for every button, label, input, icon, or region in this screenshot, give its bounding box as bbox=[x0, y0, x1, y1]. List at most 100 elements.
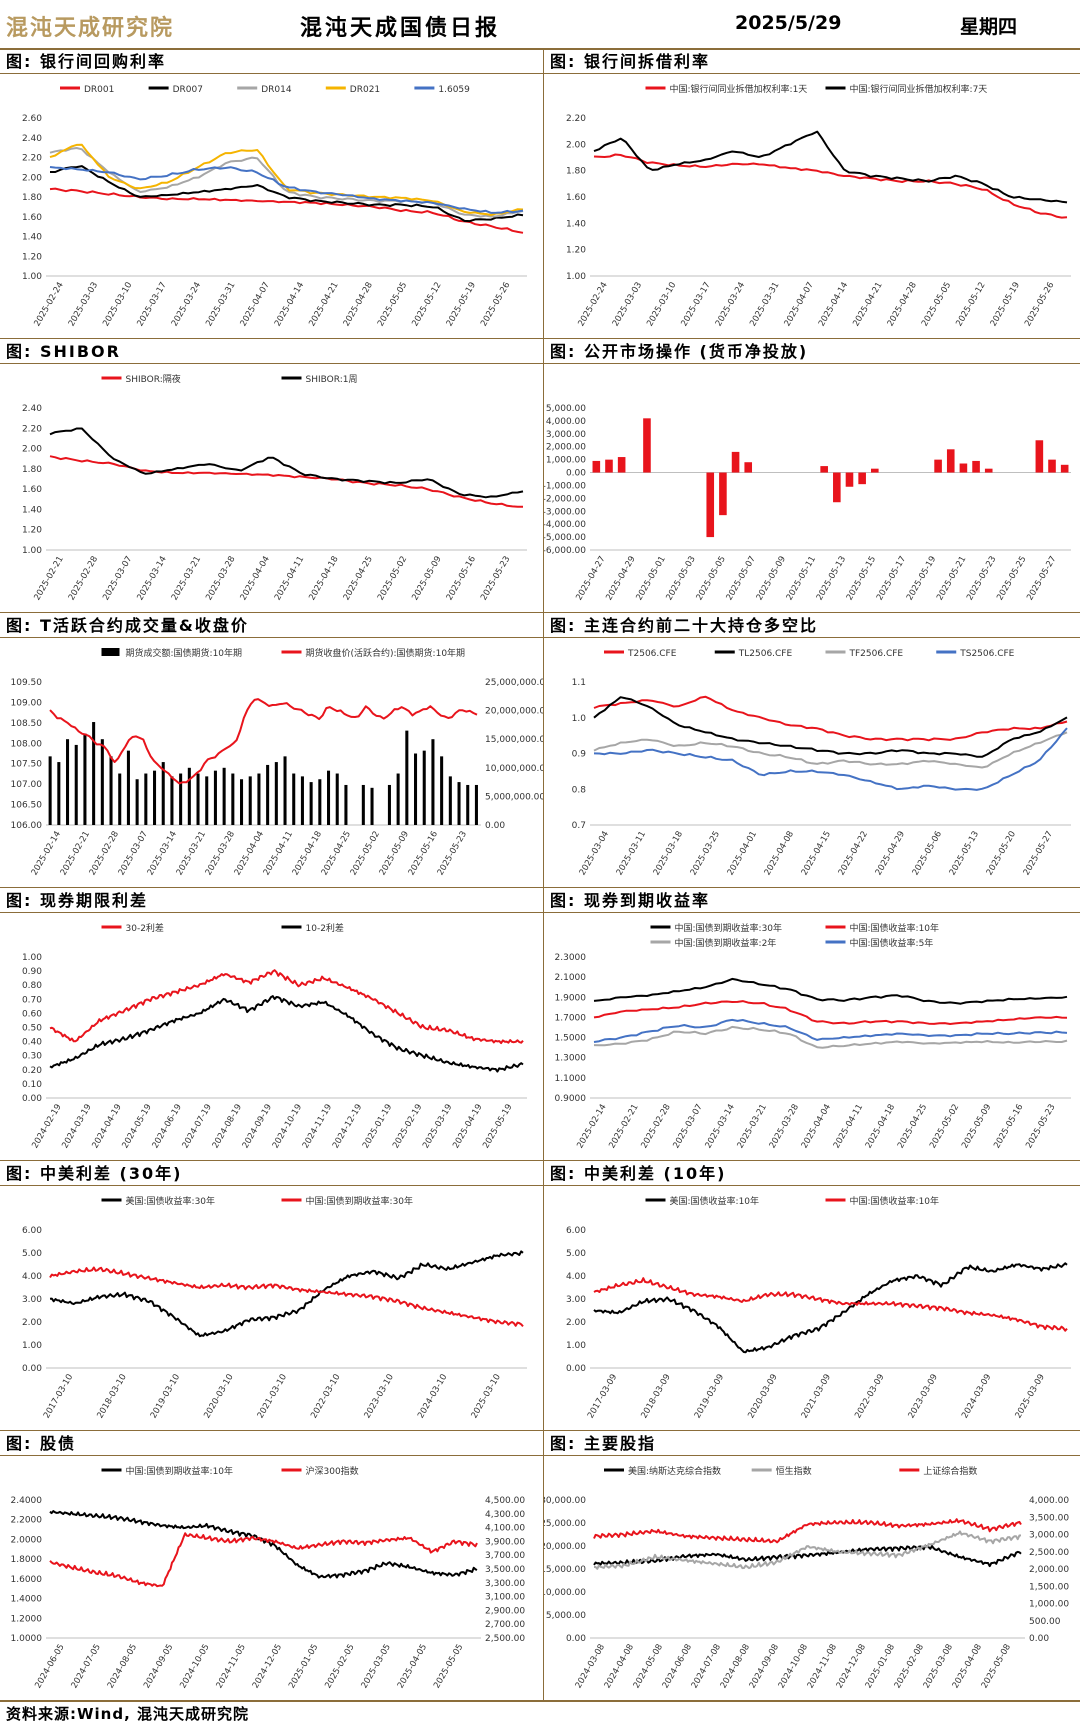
x-tick-label: 2024-02-19 bbox=[30, 1103, 63, 1151]
x-tick-label: 2025-03-19 bbox=[421, 1103, 454, 1151]
x-tick-label: 2018-03-10 bbox=[95, 1373, 128, 1421]
legend-label: TF2506.CFE bbox=[849, 649, 904, 659]
x-tick-label: 2025-03-17 bbox=[135, 281, 168, 329]
x-tick-label: 2025-05-23 bbox=[479, 555, 512, 603]
x-tick-label: 2025-03-25 bbox=[689, 830, 722, 878]
x-tick-label: 2024-10-05 bbox=[178, 1643, 211, 1691]
y-tick-label: 1.4000 bbox=[11, 1595, 43, 1605]
y-tick-label: 2.00 bbox=[22, 173, 42, 183]
volume-bar bbox=[135, 779, 139, 825]
x-tick-label: 2025-05-01 bbox=[634, 555, 667, 603]
x-tick-label: 2025-05-16 bbox=[407, 830, 440, 878]
y-tick-label: 1.60 bbox=[22, 485, 42, 495]
x-tick-label: 2025-04-14 bbox=[273, 281, 306, 329]
bar bbox=[972, 460, 980, 473]
x-tick-label: 2025-05-27 bbox=[1022, 830, 1055, 878]
volume-bar bbox=[335, 773, 339, 825]
x-tick-label: 2025-04-19 bbox=[451, 1103, 484, 1151]
chart-c9: 美国:国债收益率:30年 中国:国债到期收益率:30年 0.00 1.00 2.00 3.… bbox=[0, 1186, 543, 1430]
y-tick-label: 0.00 bbox=[566, 1364, 586, 1374]
logo-text: 混沌天成研究院 bbox=[6, 16, 175, 41]
panel-title-c9: 图: 中美利差 (30年) bbox=[0, 1160, 543, 1186]
report-weekday: 星期四 bbox=[960, 16, 1018, 38]
legend-label: 中国:国债收益率:10年 bbox=[850, 922, 940, 934]
x-tick-label: 2025-04-22 bbox=[837, 830, 870, 878]
x-tick-label: 2025-01-08 bbox=[864, 1643, 897, 1691]
panel-title-c4: 图: 公开市场操作 (货币净投放) bbox=[544, 338, 1080, 364]
chart-svg-c7: 30-2利差 10-2利差 0.00 0.10 0.20 0.30 0.40 0.50 0.60… bbox=[22, 922, 527, 1151]
volume-bar bbox=[309, 782, 313, 825]
x-tick-label: 2025-05-15 bbox=[845, 555, 878, 603]
y-tick-label: 1.0 bbox=[572, 714, 587, 724]
series-line-1 bbox=[593, 696, 1068, 758]
panel-title-c5: 图: T活跃合约成交量&收盘价 bbox=[0, 612, 543, 638]
x-tick-label: 2025-03-14 bbox=[135, 555, 168, 603]
x-tick-label: 2025-04-04 bbox=[800, 1103, 833, 1151]
y2-tick-label: 2,900.00 bbox=[485, 1606, 525, 1616]
bar bbox=[820, 466, 828, 473]
x-tick-label: 2025-04-25 bbox=[342, 555, 375, 603]
x-tick-label: 2025-04-25 bbox=[896, 1103, 929, 1151]
volume-bar bbox=[153, 770, 157, 825]
chart-svg-c10: 美国:国债收益率:10年 中国:国债收益率:10年 0.00 1.00 2.00 3.00… bbox=[566, 1195, 1071, 1420]
volume-bar bbox=[100, 739, 104, 825]
volume-bar bbox=[248, 776, 252, 825]
legend-label: 中国:国债收益率:10年 bbox=[850, 1195, 940, 1207]
x-tick-label: 2025-05-26 bbox=[479, 280, 512, 328]
volume-bar bbox=[83, 733, 87, 825]
volume-bar bbox=[387, 784, 391, 825]
y-tick-label: 2.20 bbox=[22, 424, 42, 434]
x-tick-label: 2025-04-01 bbox=[726, 830, 759, 878]
report-title: 混沌天成国债日报 bbox=[300, 16, 501, 41]
chart-c5: 期货成交额:国债期货:10年期 期货收盘价(活跃合约):国债期货:10年期 106.… bbox=[0, 638, 544, 887]
y2-tick-label: 2,700.00 bbox=[485, 1620, 525, 1630]
x-tick-label: 2024-08-05 bbox=[106, 1643, 139, 1691]
x-tick-label: 2025-02-08 bbox=[893, 1643, 926, 1691]
y2-tick-label: 10,000,000.00 bbox=[485, 764, 543, 774]
x-tick-label: 2024-08-19 bbox=[211, 1103, 244, 1151]
x-tick-label: 2024-10-08 bbox=[777, 1643, 810, 1691]
y-tick-label: 2.00 bbox=[566, 1318, 586, 1328]
y-tick-label: 2.60 bbox=[22, 114, 42, 124]
volume-bar bbox=[414, 753, 418, 825]
x-tick-label: 2025-05-03 bbox=[664, 555, 697, 603]
x-tick-label: 2025-05-26 bbox=[1023, 280, 1056, 328]
y-tick-label: 0.80 bbox=[22, 981, 42, 991]
y-tick-label: 1.40 bbox=[22, 505, 42, 515]
x-tick-label: 2025-03-28 bbox=[204, 830, 237, 878]
y-tick-label: 1.2000 bbox=[11, 1614, 43, 1624]
y-tick-label: 106.50 bbox=[11, 801, 43, 811]
y-tick-label: 0.9000 bbox=[555, 1094, 587, 1104]
chart-svg-c6: T2506.CFE TL2506.CFE TF2506.CFE TS2506.CFE 0… bbox=[572, 649, 1071, 878]
x-tick-label: 2024-09-19 bbox=[241, 1103, 274, 1151]
x-tick-label: 2025-02-14 bbox=[575, 1103, 608, 1151]
x-tick-label: 2024-10-19 bbox=[271, 1103, 304, 1151]
chart-c6: T2506.CFE TL2506.CFE TF2506.CFE TS2506.CFE 0… bbox=[544, 638, 1080, 887]
y2-tick-label: 500.00 bbox=[1029, 1617, 1061, 1627]
y-tick-label: 1.00 bbox=[22, 1341, 42, 1351]
bar bbox=[719, 472, 727, 516]
y-tick-label: 107.00 bbox=[11, 780, 43, 790]
series-line-1 bbox=[593, 130, 1068, 204]
x-tick-label: 2025-05-07 bbox=[725, 555, 758, 603]
x-tick-label: 2025-04-18 bbox=[864, 1103, 897, 1151]
volume-bar bbox=[283, 756, 287, 825]
x-tick-label: 2025-05-19 bbox=[905, 555, 938, 603]
y-tick-label: 2.00 bbox=[566, 140, 586, 150]
volume-bar bbox=[231, 773, 235, 825]
chart-svg-c11: 中国:国债到期收益率:10年 沪深300指数 1.0000 1.2000 1.4000 1… bbox=[11, 1465, 526, 1691]
y-tick-label: 1.00 bbox=[566, 1341, 586, 1351]
series-line-0 bbox=[49, 455, 523, 508]
y2-tick-label: 2,000.00 bbox=[1029, 1565, 1069, 1575]
y-tick-label: 4.00 bbox=[566, 1272, 586, 1282]
volume-bar bbox=[292, 773, 296, 825]
y-tick-label: 5,000.00 bbox=[546, 1611, 586, 1621]
volume-bar bbox=[318, 779, 322, 825]
volume-bar bbox=[179, 773, 183, 825]
y-tick-label: 1.20 bbox=[566, 246, 586, 256]
x-tick-label: 2025-05-23 bbox=[436, 830, 469, 878]
x-tick-label: 2024-08-08 bbox=[719, 1643, 752, 1691]
close-price-line bbox=[49, 698, 478, 785]
x-tick-label: 2025-04-29 bbox=[604, 555, 637, 603]
x-tick-label: 2024-05-08 bbox=[632, 1643, 665, 1691]
